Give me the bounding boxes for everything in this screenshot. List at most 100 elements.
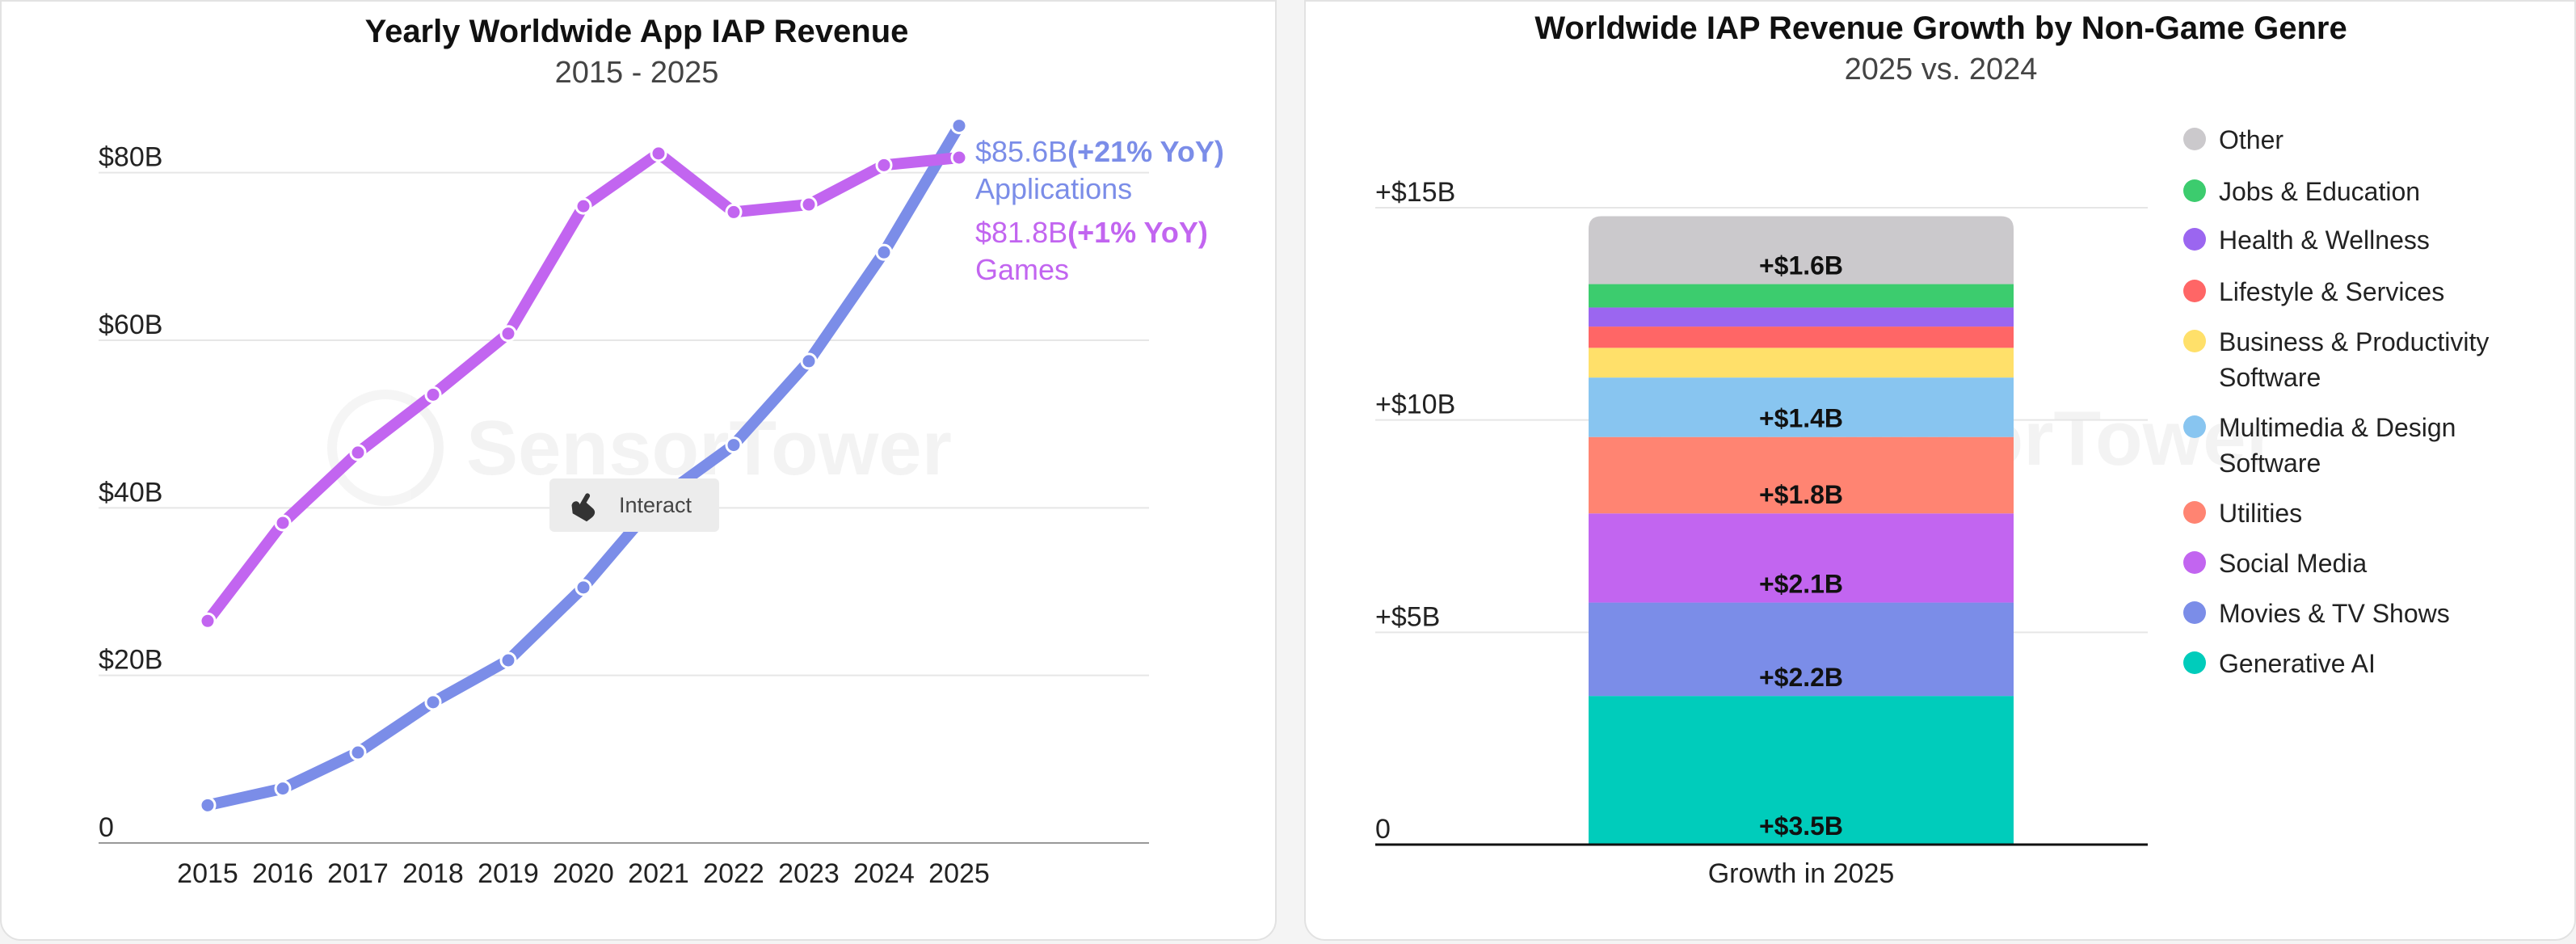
- legend-swatch: [2183, 501, 2206, 524]
- bar-segment-label: +$1.4B: [1759, 404, 1843, 433]
- data-point[interactable]: [725, 203, 743, 221]
- y-tick-label: 0: [1375, 814, 1391, 845]
- bar-segment[interactable]: [1589, 696, 2014, 845]
- bar-segment[interactable]: [1589, 284, 2014, 308]
- watermark-text: SensorTower: [466, 405, 952, 491]
- end-change-label: (+1% YoY): [1067, 216, 1208, 249]
- legend-label: Health & Wellness: [2219, 225, 2430, 255]
- bar-segment[interactable]: [1589, 216, 2014, 284]
- bar-segment[interactable]: [1589, 436, 2014, 514]
- legend-swatch: [2183, 280, 2206, 302]
- data-point[interactable]: [575, 197, 592, 215]
- stacked-bar-chart-svg: SensorTower Worldwide IAP Revenue Growth…: [1375, 11, 2489, 889]
- x-tick-label: 2022: [703, 858, 764, 889]
- bar-segment-label: +$3.5B: [1759, 811, 1843, 841]
- interact-button[interactable]: Interact: [549, 478, 719, 532]
- data-point[interactable]: [875, 156, 893, 174]
- bar-segment-label: +$2.1B: [1759, 570, 1843, 599]
- chart-panel-yearly-revenue: SensorTower Yearly Worldwide App IAP Rev…: [0, 0, 1277, 941]
- legend-item[interactable]: Lifestyle & Services: [2183, 277, 2444, 306]
- legend-item[interactable]: Multimedia & Design Software: [2183, 413, 2456, 478]
- line-chart-svg: SensorTower Yearly Worldwide App IAP Rev…: [99, 14, 1224, 889]
- bar-segment-label: +$2.2B: [1759, 663, 1843, 692]
- x-tick-label: 2024: [853, 858, 915, 889]
- legend-label: Movies & TV Shows: [2219, 599, 2450, 628]
- legend-item[interactable]: Social Media: [2183, 549, 2367, 578]
- chart-title: Yearly Worldwide App IAP Revenue: [365, 14, 909, 49]
- data-point[interactable]: [800, 352, 818, 370]
- x-tick-label: 2015: [177, 858, 238, 889]
- bar-segment[interactable]: [1589, 327, 2014, 348]
- legend-item[interactable]: Generative AI: [2183, 649, 2376, 678]
- chart-subtitle: 2015 - 2025: [555, 56, 719, 90]
- data-point[interactable]: [950, 117, 968, 135]
- legend-item[interactable]: Health & Wellness: [2183, 225, 2430, 255]
- chart-title: Worldwide IAP Revenue Growth by Non-Game…: [1534, 11, 2347, 46]
- bar-segment[interactable]: [1589, 348, 2014, 378]
- data-point[interactable]: [424, 386, 442, 403]
- legend-label: Utilities: [2219, 499, 2302, 528]
- legend-item[interactable]: Jobs & Education: [2183, 177, 2420, 206]
- x-tick-label: 2017: [327, 858, 389, 889]
- legend-label: Business & Productivity Software: [2219, 327, 2489, 392]
- data-point[interactable]: [424, 693, 442, 711]
- watermark: SensorTower: [327, 390, 952, 506]
- legend-label: Jobs & Education: [2219, 177, 2420, 206]
- data-point[interactable]: [800, 196, 818, 213]
- data-point[interactable]: [499, 651, 517, 669]
- y-tick-label: $40B: [99, 477, 162, 508]
- legend-item[interactable]: Business & Productivity Software: [2183, 327, 2489, 392]
- x-tick-label: 2021: [628, 858, 689, 889]
- plot-area: 0 $20B $40B $60B $80B 2015 2016 2017 2018 2019 202…: [99, 117, 1224, 889]
- y-tick-label: +$10B: [1375, 390, 1455, 420]
- y-tick-label: $60B: [99, 310, 162, 340]
- y-tick-label: $20B: [99, 645, 162, 676]
- x-tick-label: 2019: [478, 858, 539, 889]
- y-tick-label: +$15B: [1375, 177, 1455, 208]
- bar-segment[interactable]: [1589, 377, 2014, 437]
- series-name-label: Games: [975, 253, 1069, 286]
- data-point[interactable]: [274, 514, 292, 532]
- data-point[interactable]: [950, 149, 968, 166]
- data-point[interactable]: [199, 796, 217, 814]
- legend-swatch: [2183, 330, 2206, 352]
- legend-label: Social Media: [2219, 549, 2367, 578]
- data-point[interactable]: [199, 612, 217, 630]
- legend-label: Generative AI: [2219, 649, 2376, 678]
- data-point[interactable]: [875, 243, 893, 261]
- legend-item[interactable]: Movies & TV Shows: [2183, 599, 2450, 628]
- bar-segment[interactable]: [1589, 602, 2014, 697]
- end-value-label: $85.6B(+21% YoY): [975, 135, 1224, 168]
- data-point[interactable]: [575, 579, 592, 596]
- plot-area: 0 +$5B +$10B +$15B +$3.5B +$2.2B +$2.1B +$1.8B +…: [1375, 177, 2148, 889]
- data-point[interactable]: [349, 744, 367, 761]
- legend-item[interactable]: Utilities: [2183, 499, 2302, 528]
- data-point[interactable]: [725, 436, 743, 454]
- end-change-label: (+21% YoY): [1067, 135, 1224, 168]
- legend: Other Jobs & Education Health & Wellness Li…: [2183, 125, 2489, 678]
- x-tick-label: 2023: [778, 858, 840, 889]
- series-name-label: Applications: [975, 172, 1132, 205]
- bar-segment-label: +$1.8B: [1759, 480, 1843, 509]
- end-value-label: $81.8B(+1% YoY): [975, 216, 1208, 249]
- data-point[interactable]: [349, 444, 367, 461]
- legend-swatch: [2183, 601, 2206, 624]
- bar-segment[interactable]: [1589, 307, 2014, 327]
- legend-label: Multimedia & Design Software: [2219, 413, 2456, 478]
- legend-swatch: [2183, 651, 2206, 674]
- legend-swatch: [2183, 179, 2206, 202]
- data-point[interactable]: [274, 780, 292, 798]
- series-line: [202, 147, 965, 627]
- legend-label: Lifestyle & Services: [2219, 277, 2444, 306]
- y-tick-label: $80B: [99, 142, 162, 173]
- data-point[interactable]: [650, 145, 667, 162]
- data-point[interactable]: [499, 325, 517, 343]
- x-tick-label: 2020: [553, 858, 614, 889]
- chart-panel-genre-growth: SensorTower Worldwide IAP Revenue Growth…: [1304, 0, 2576, 941]
- x-tick-label: 2025: [928, 858, 990, 889]
- legend-item[interactable]: Other: [2183, 125, 2283, 154]
- y-tick-label: +$5B: [1375, 601, 1440, 632]
- hand-pointer-icon: [571, 493, 596, 522]
- x-tick-label: 2016: [252, 858, 314, 889]
- bar-segment[interactable]: [1589, 513, 2014, 603]
